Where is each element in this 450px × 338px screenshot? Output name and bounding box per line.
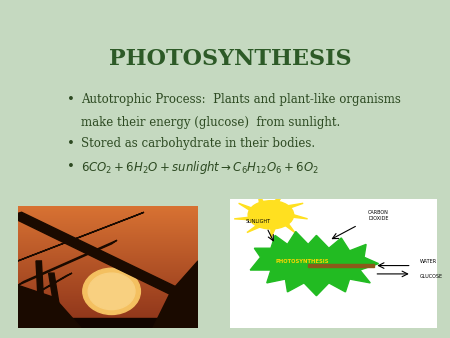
Polygon shape	[250, 232, 378, 296]
Polygon shape	[36, 261, 45, 328]
Polygon shape	[49, 273, 63, 328]
Polygon shape	[234, 217, 256, 220]
Polygon shape	[9, 212, 198, 304]
Polygon shape	[308, 264, 374, 267]
Polygon shape	[18, 273, 72, 304]
Ellipse shape	[83, 268, 140, 314]
Ellipse shape	[88, 273, 135, 310]
Text: make their energy (glucose)  from sunlight.: make their energy (glucose) from sunligh…	[81, 116, 340, 129]
Polygon shape	[18, 212, 144, 261]
Text: Autotrophic Process:  Plants and plant-like organisms: Autotrophic Process: Plants and plant-li…	[81, 93, 401, 105]
Text: •: •	[67, 137, 75, 150]
Text: •: •	[67, 160, 75, 173]
Polygon shape	[258, 193, 263, 207]
Text: $6CO_2 + 6H_2O + sunlight \rightarrow C_6H_{12}O_6 + 6O_2$: $6CO_2 + 6H_2O + sunlight \rightarrow C_…	[81, 159, 319, 176]
Polygon shape	[286, 220, 295, 233]
Polygon shape	[18, 285, 81, 328]
Polygon shape	[271, 193, 284, 204]
Text: WATER: WATER	[420, 259, 437, 264]
Polygon shape	[18, 318, 198, 328]
Text: SUNLIGHT: SUNLIGHT	[246, 219, 271, 224]
Circle shape	[248, 201, 294, 229]
Text: CARBON
DIOXIDE: CARBON DIOXIDE	[368, 211, 389, 221]
Text: GLUCOSE: GLUCOSE	[420, 274, 443, 279]
Text: PHOTOSYNTHESIS: PHOTOSYNTHESIS	[275, 259, 328, 264]
Polygon shape	[153, 261, 198, 328]
Polygon shape	[288, 213, 308, 219]
Polygon shape	[271, 225, 277, 238]
Polygon shape	[18, 240, 117, 285]
Text: PHOTOSYNTHESIS: PHOTOSYNTHESIS	[109, 48, 352, 70]
Polygon shape	[247, 225, 265, 233]
Polygon shape	[282, 203, 303, 208]
Polygon shape	[238, 203, 254, 213]
Text: Stored as carbohydrate in their bodies.: Stored as carbohydrate in their bodies.	[81, 137, 315, 150]
Text: •: •	[67, 93, 75, 105]
